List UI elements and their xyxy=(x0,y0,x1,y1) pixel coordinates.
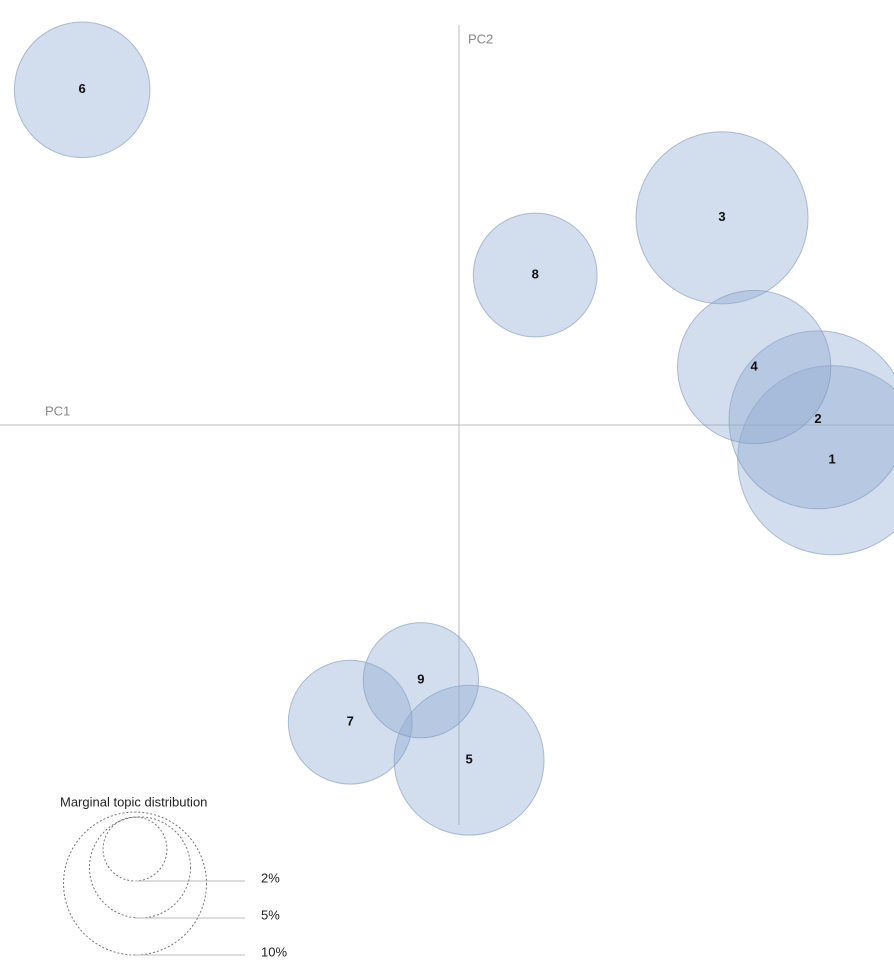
size-legend-title: Marginal topic distribution xyxy=(60,794,207,809)
topic-label: 9 xyxy=(417,672,424,687)
size-legend-circle xyxy=(63,811,207,956)
topic-label: 2 xyxy=(814,411,821,426)
topic-bubble xyxy=(676,289,832,445)
topic-label: 4 xyxy=(751,358,759,373)
topic-bubble xyxy=(472,212,598,338)
topic-bubble xyxy=(728,330,894,510)
size-legend-label: 2% xyxy=(261,870,280,885)
topic-label: 7 xyxy=(347,714,354,729)
topic-bubble xyxy=(635,131,809,305)
y-axis-label: PC2 xyxy=(468,31,493,46)
topic-bubble xyxy=(362,622,480,739)
size-legend-label: 5% xyxy=(261,907,280,922)
topic-label: 1 xyxy=(829,452,836,467)
topic-bubble xyxy=(13,21,151,159)
x-axis-label: PC1 xyxy=(45,403,70,418)
size-legend-circle xyxy=(88,816,192,919)
topic-label: 6 xyxy=(79,81,86,96)
topic-label: 8 xyxy=(532,266,539,281)
size-legend-label: 10% xyxy=(261,944,287,959)
topic-bubble xyxy=(393,684,545,836)
topic-bubble xyxy=(737,365,894,556)
topic-label: 3 xyxy=(718,209,725,224)
topic-bubble xyxy=(287,659,413,785)
size-legend-circle xyxy=(102,816,168,882)
topic-label: 5 xyxy=(465,752,472,767)
